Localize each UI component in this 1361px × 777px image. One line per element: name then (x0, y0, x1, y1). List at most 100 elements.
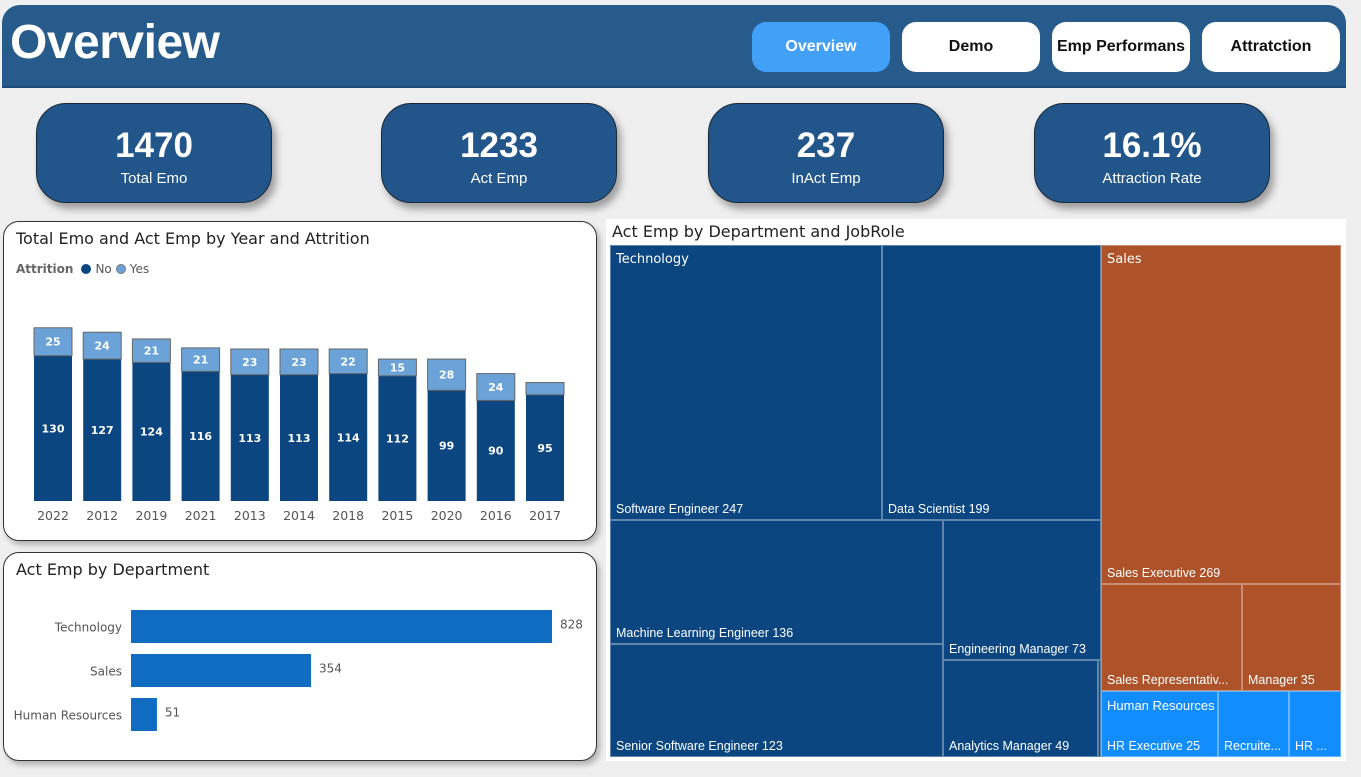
x-tick-label: 2015 (381, 508, 413, 523)
bar-technology[interactable] (131, 610, 552, 643)
bar-no-2013[interactable] (230, 374, 269, 501)
kpi-label: InAct Emp (791, 170, 861, 187)
x-tick-label: 2016 (480, 508, 512, 523)
y-tick-label: Technology (54, 621, 122, 635)
bar-sales[interactable] (131, 654, 311, 687)
treemap-tile-analytics-manager[interactable]: Analytics Manager 49 (943, 660, 1098, 757)
data-label-no: 124 (140, 426, 163, 439)
bar-no-2017[interactable] (526, 394, 564, 501)
treemap-tile-small[interactable] (1098, 660, 1101, 757)
treemap-tile-hr-executive[interactable]: Human Resources HR Executive 25 (1101, 691, 1218, 757)
tile-label: HR ... (1295, 739, 1327, 753)
bar-yes-2016[interactable] (476, 373, 516, 401)
tile-label: HR Executive 25 (1107, 739, 1201, 753)
treemap-tile-software-engineer[interactable]: Technology Software Engineer 247 (610, 245, 882, 520)
treemap-card[interactable]: Act Emp by Department and JobRole Techno… (606, 219, 1346, 761)
bar-no-2020[interactable] (427, 390, 466, 501)
kpi-value: 237 (796, 126, 856, 165)
data-label: 828 (560, 618, 583, 632)
data-label-no: 113 (288, 432, 311, 445)
tile-label: Sales Executive 269 (1107, 566, 1221, 580)
treemap-tile-hr-other[interactable]: HR ... (1289, 691, 1341, 757)
kpi-total-employees: 1470 Total Emo (36, 103, 272, 203)
data-label-yes: 24 (95, 340, 111, 353)
year-attrition-chart-card[interactable]: Total Emo and Act Emp by Year and Attrit… (3, 221, 597, 541)
bar-yes-2013[interactable] (230, 348, 270, 376)
data-label-yes: 15 (390, 361, 405, 374)
data-label-no: 113 (238, 432, 261, 445)
data-label-yes: 21 (193, 354, 208, 367)
bar-yes-2021[interactable] (181, 347, 221, 372)
legend-yes-swatch (115, 264, 126, 274)
treemap-tile-senior-software-engineer[interactable]: Senior Software Engineer 123 (610, 644, 943, 757)
bar-no-2019[interactable] (132, 362, 171, 501)
legend-no-label[interactable]: No (95, 262, 112, 276)
department-chart-card[interactable]: Act Emp by Department Technology 828 Sales… (3, 552, 597, 761)
chart-title: Total Emo and Act Emp by Year and Attrit… (16, 229, 370, 248)
kpi-label: Act Emp (470, 170, 528, 187)
tile-label: Data Scientist 199 (888, 502, 990, 516)
tile-label: Engineering Manager 73 (949, 642, 1086, 656)
stacked-column-chart: 130 25 2022 127 24 2012 124 21 2019 116 21 2021 113 2… (33, 327, 565, 523)
x-tick-label: 2020 (431, 508, 463, 523)
legend-no-swatch (81, 264, 92, 274)
treemap-tile-engineering-manager[interactable]: Engineering Manager 73 (943, 520, 1101, 660)
treemap-tile-recruiter[interactable]: Recruite... (1218, 691, 1289, 757)
kpi-attrition-rate: 16.1% Attraction Rate (1034, 103, 1270, 203)
bar-yes-2014[interactable] (279, 348, 319, 376)
x-tick-label: 2013 (234, 508, 266, 523)
data-label-yes: 21 (144, 345, 159, 358)
bar-no-2022[interactable] (34, 355, 72, 501)
x-tick-label: 2019 (135, 508, 167, 523)
x-tick-label: 2017 (529, 508, 561, 523)
chart-legend: Attrition No Yes (16, 262, 149, 276)
bar-human-resources[interactable] (131, 698, 157, 731)
data-label-no: 114 (337, 431, 360, 444)
treemap-tile-sales-executive[interactable]: Sales Sales Executive 269 (1101, 245, 1341, 584)
kpi-label: Attraction Rate (1102, 170, 1202, 187)
data-label-no: 116 (189, 430, 212, 443)
treemap-tile-manager[interactable]: Manager 35 (1242, 584, 1341, 691)
x-tick-label: 2021 (185, 508, 217, 523)
tile-label: Machine Learning Engineer 136 (616, 626, 794, 640)
tile-label: Software Engineer 247 (616, 502, 744, 516)
horizontal-bar-chart: Technology 828 Sales 354 Human Resources 51 (14, 610, 583, 731)
tile-label: Senior Software Engineer 123 (616, 739, 783, 753)
bar-no-2012[interactable] (83, 359, 122, 501)
bar-no-2016[interactable] (476, 400, 515, 501)
tile-label: Manager 35 (1248, 673, 1315, 687)
data-label-no: 90 (488, 445, 504, 458)
tile-label: Sales Representativ... (1107, 673, 1229, 687)
nav-attrition-button[interactable]: Attratction (1202, 22, 1340, 72)
nav-demo-button[interactable]: Demo (902, 22, 1040, 72)
bar-yes-2017[interactable] (525, 382, 565, 396)
nav-overview-button[interactable]: Overview (752, 22, 890, 72)
kpi-value: 1470 (115, 126, 193, 165)
nav-emp-performance-button[interactable]: Emp Performans (1052, 22, 1190, 72)
page-title: Overview (10, 16, 220, 69)
bar-yes-2015[interactable] (377, 358, 417, 377)
kpi-inactive-employees: 237 InAct Emp (708, 103, 944, 203)
treemap-tile-ml-engineer[interactable]: Machine Learning Engineer 136 (610, 520, 943, 644)
bar-no-2021[interactable] (181, 371, 220, 501)
bar-yes-2022[interactable] (33, 327, 73, 357)
data-label-yes: 23 (291, 356, 306, 369)
legend-yes-label[interactable]: Yes (129, 262, 150, 276)
bar-yes-2012[interactable] (82, 331, 122, 360)
bar-yes-2018[interactable] (328, 348, 368, 375)
y-tick-label: Human Resources (14, 709, 122, 723)
bar-no-2015[interactable] (378, 375, 417, 501)
bar-no-2018[interactable] (329, 373, 368, 501)
chart-title: Act Emp by Department (16, 560, 210, 579)
treemap-tile-sales-representative[interactable]: Sales Representativ... (1101, 584, 1242, 691)
x-tick-label: 2014 (283, 508, 315, 523)
data-label-yes: 24 (488, 381, 504, 394)
bar-yes-2020[interactable] (427, 358, 467, 391)
bar-yes-2019[interactable] (131, 338, 171, 363)
x-tick-label: 2018 (332, 508, 364, 523)
bar-no-2014[interactable] (280, 374, 318, 501)
treemap-tile-data-scientist[interactable]: Data Scientist 199 (882, 245, 1101, 520)
data-label-no: 130 (42, 422, 65, 435)
kpi-label: Total Emo (120, 170, 188, 187)
treemap: Technology Software Engineer 247 Data Sc… (610, 245, 1341, 757)
